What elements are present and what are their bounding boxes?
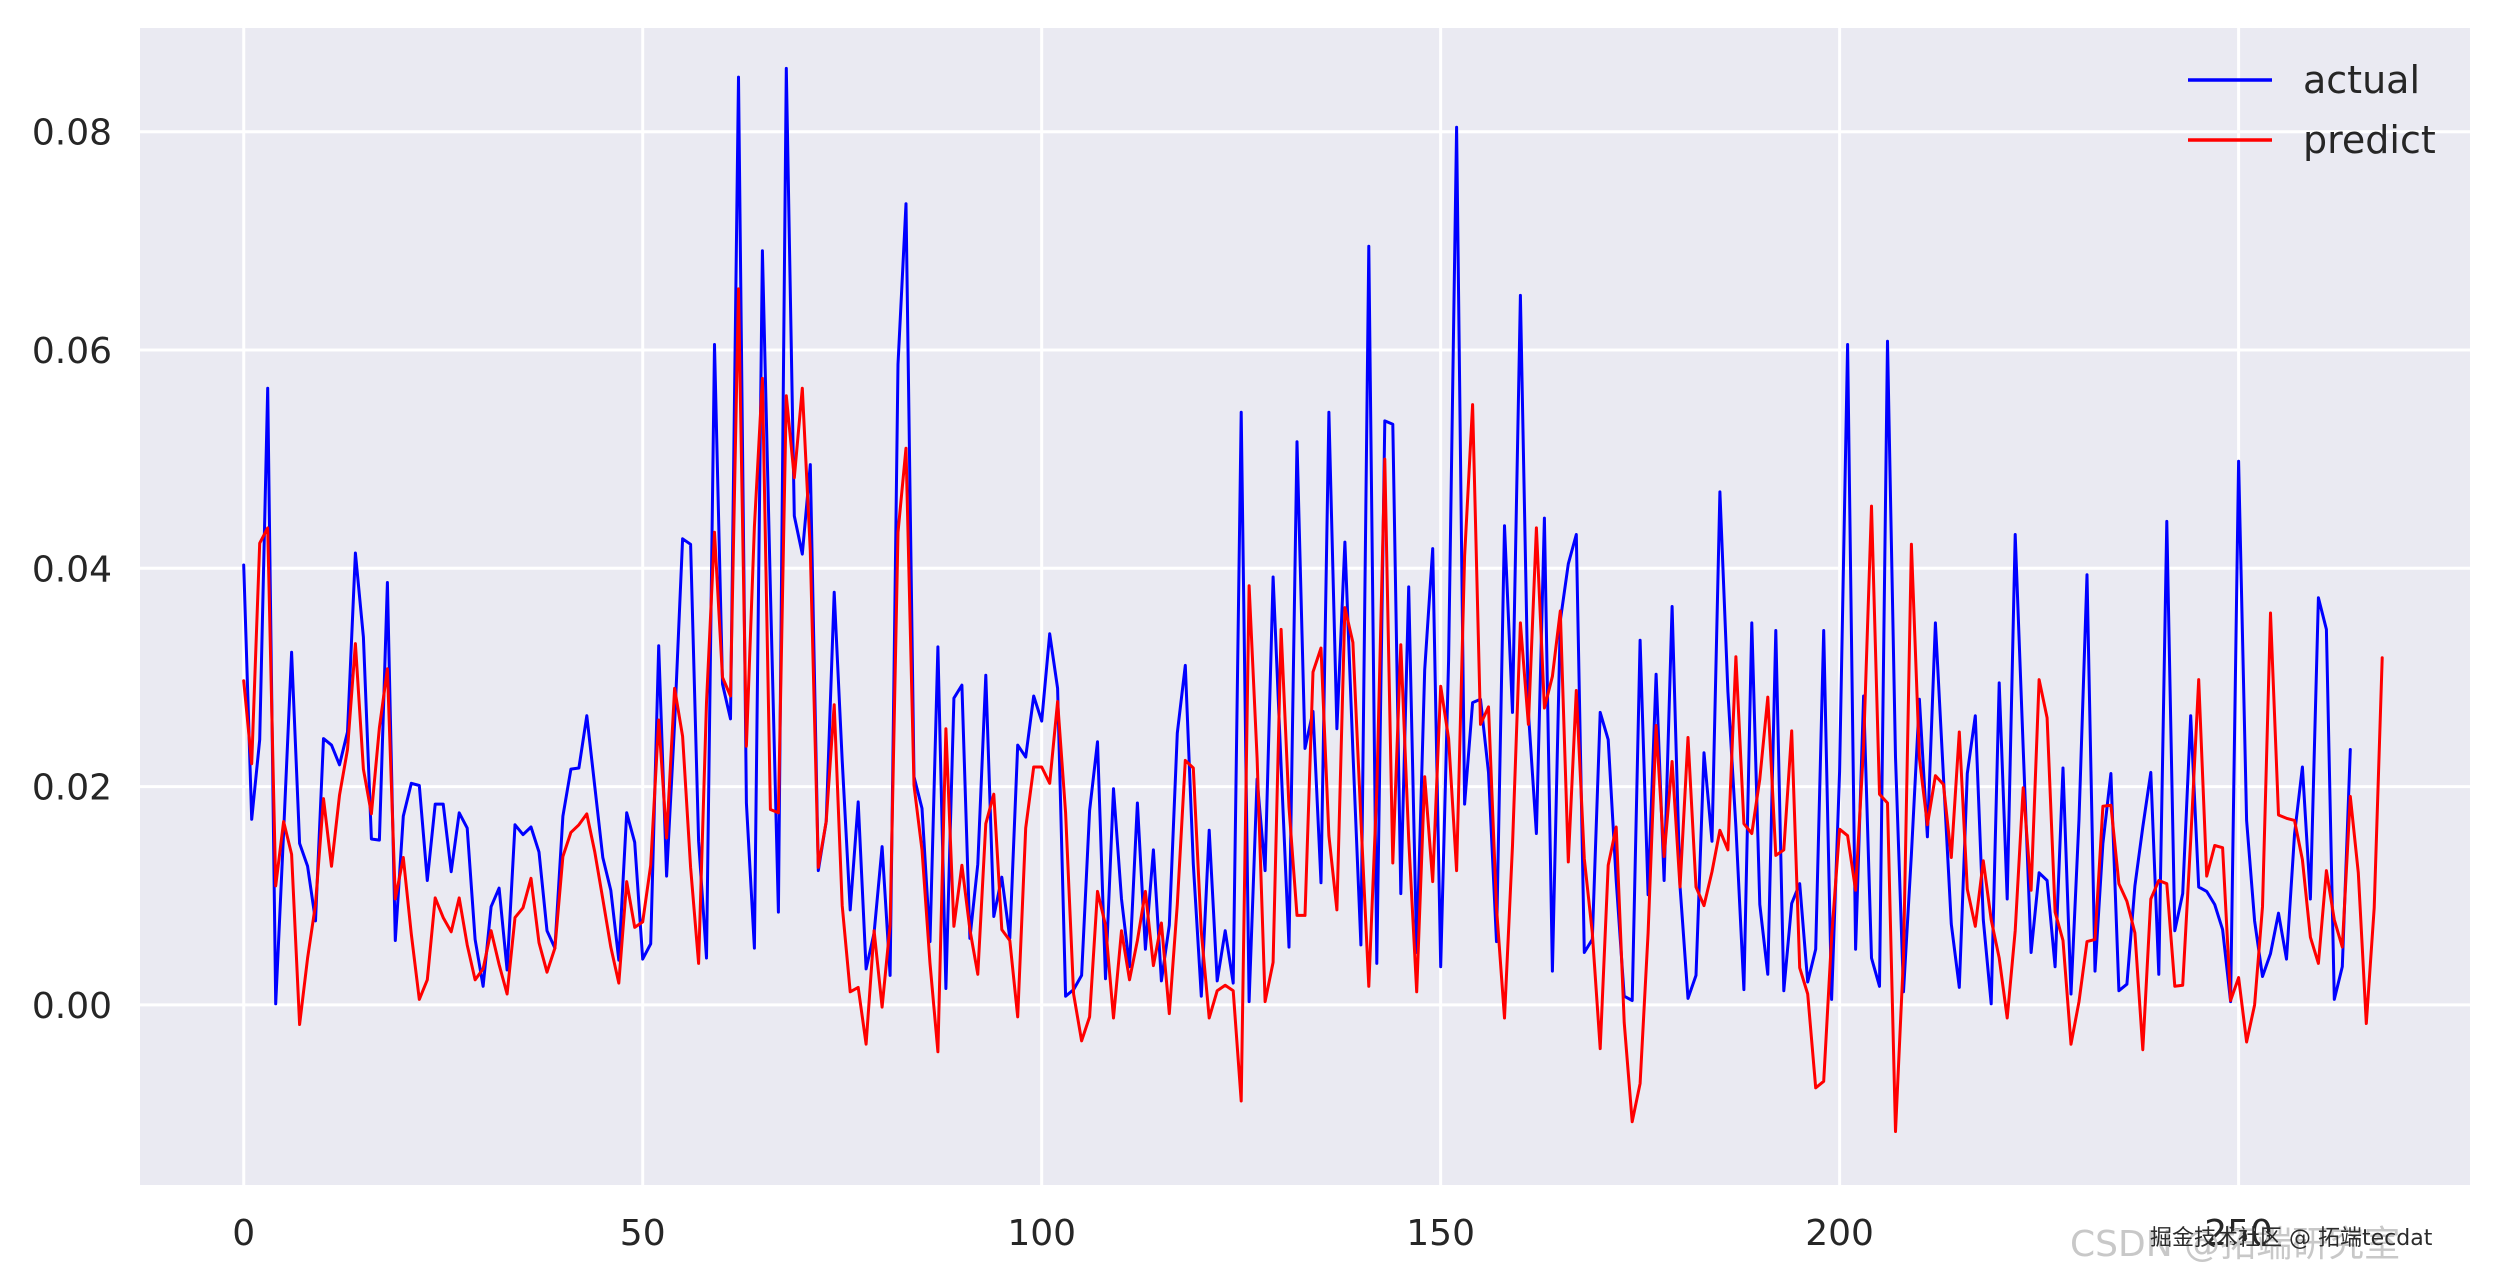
- x-axis-ticks: 0 50 100 150 200 250: [232, 1213, 2273, 1254]
- x-tick-label: 0: [232, 1213, 255, 1254]
- watermark-text-juejin: 掘金技术社区 @ 拓端tecdat: [2150, 1226, 2433, 1251]
- watermark: CSDN @拓端研究室 掘金技术社区 @ 拓端tecdat: [2070, 1224, 2433, 1265]
- y-tick-label: 0.00: [32, 986, 112, 1027]
- series-line-predict: [242, 287, 2384, 1133]
- y-tick-label: 0.02: [32, 768, 112, 809]
- x-tick-label: 50: [620, 1213, 666, 1254]
- y-tick-label: 0.08: [32, 113, 112, 154]
- y-tick-label: 0.04: [32, 549, 112, 590]
- series-layer: [242, 66, 2384, 1133]
- x-tick-label: 100: [1007, 1213, 1076, 1254]
- y-tick-label: 0.06: [32, 331, 112, 372]
- series-line-actual: [242, 66, 2352, 1006]
- legend-label-predict: predict: [2303, 118, 2436, 162]
- x-tick-label: 200: [1805, 1213, 1874, 1254]
- x-tick-label: 150: [1406, 1213, 1475, 1254]
- legend-label-actual: actual: [2303, 58, 2420, 102]
- grid-lines: [140, 28, 2470, 1185]
- watermark-text-csdn: CSDN @拓端研究室: [2070, 1224, 2400, 1265]
- y-axis-ticks: 0.00 0.02 0.04 0.06 0.08: [32, 113, 112, 1027]
- x-tick-label: 250: [2204, 1213, 2273, 1254]
- plot-background: [140, 28, 2470, 1185]
- legend: actual predict: [2188, 58, 2436, 162]
